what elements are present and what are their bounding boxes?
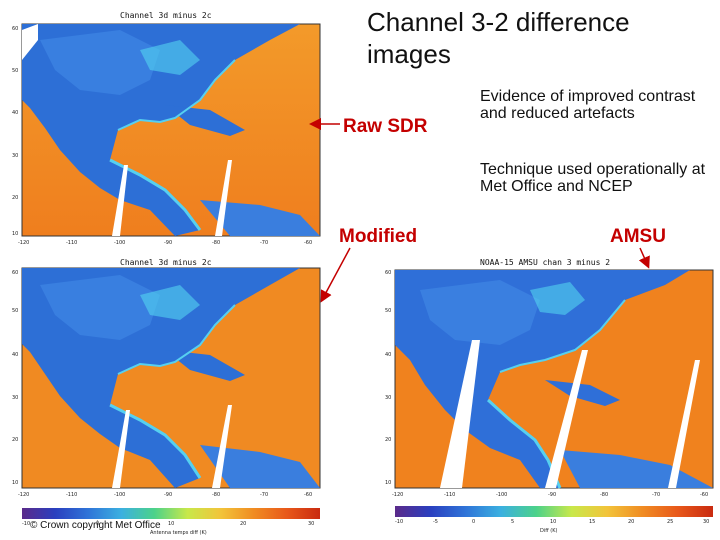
x-tick: -90 bbox=[164, 240, 173, 246]
x-tick: -90 bbox=[164, 492, 173, 498]
colorbar-tick: -10 bbox=[22, 521, 31, 527]
colorbar-label: Diff (K) bbox=[540, 528, 558, 534]
y-tick: 50 bbox=[12, 68, 19, 74]
colorbar-tick: 20 bbox=[628, 519, 635, 525]
colorbar-tick: 0 bbox=[96, 521, 100, 527]
x-tick: -120 bbox=[392, 492, 404, 498]
map-title: NOAA-15 AMSU chan 3 minus 2 bbox=[480, 258, 611, 267]
x-tick: -70 bbox=[260, 492, 269, 498]
colorbar-tick: 20 bbox=[240, 521, 247, 527]
x-tick: -60 bbox=[304, 240, 313, 246]
evidence-note: Evidence of improved contrast and reduce… bbox=[480, 88, 696, 122]
y-tick: 20 bbox=[12, 437, 19, 443]
y-tick: 10 bbox=[12, 231, 19, 237]
colorbar-tick: 30 bbox=[703, 519, 710, 525]
x-tick: -120 bbox=[18, 240, 30, 246]
x-tick: -100 bbox=[114, 240, 126, 246]
y-tick: 30 bbox=[12, 153, 19, 159]
colorbar-tick: 10 bbox=[550, 519, 557, 525]
colorbar-tick: 5 bbox=[511, 519, 515, 525]
x-tick: -120 bbox=[18, 492, 30, 498]
y-tick: 50 bbox=[12, 308, 19, 314]
colorbar bbox=[22, 508, 320, 519]
x-tick: -110 bbox=[66, 492, 78, 498]
y-tick: 60 bbox=[385, 270, 392, 276]
x-tick: -110 bbox=[66, 240, 78, 246]
x-tick: -110 bbox=[444, 492, 456, 498]
colorbar-tick: 30 bbox=[308, 521, 315, 527]
x-tick: -90 bbox=[548, 492, 557, 498]
y-tick: 30 bbox=[385, 395, 392, 401]
amsu-arrow bbox=[638, 247, 650, 269]
y-tick: 20 bbox=[12, 195, 19, 201]
colorbar-tick: 0 bbox=[472, 519, 476, 525]
x-tick: -80 bbox=[212, 240, 221, 246]
colorbar-tick: -5 bbox=[433, 519, 438, 525]
modified-label: Modified bbox=[339, 226, 418, 247]
colorbar-label: Antenna temps diff (K) bbox=[150, 530, 207, 536]
x-tick: -70 bbox=[652, 492, 661, 498]
x-tick: -80 bbox=[600, 492, 609, 498]
y-tick: 20 bbox=[385, 437, 392, 443]
x-tick: -60 bbox=[700, 492, 709, 498]
y-tick: 40 bbox=[385, 352, 392, 358]
y-tick: 10 bbox=[385, 480, 392, 486]
x-tick: -60 bbox=[304, 492, 313, 498]
x-tick: -100 bbox=[114, 492, 126, 498]
technique-note: Technique used operationally at Met Offi… bbox=[480, 161, 706, 195]
colorbar-tick: 10 bbox=[168, 521, 175, 527]
y-tick: 60 bbox=[12, 26, 19, 32]
x-tick: -100 bbox=[496, 492, 508, 498]
x-tick: -70 bbox=[260, 240, 269, 246]
colorbar-tick: 15 bbox=[589, 519, 596, 525]
y-tick: 40 bbox=[12, 110, 19, 116]
slide-title: Channel 3-2 difference images bbox=[367, 7, 630, 69]
modified-arrow bbox=[320, 247, 351, 303]
amsu-label: AMSU bbox=[610, 226, 666, 247]
colorbar-tick: 25 bbox=[667, 519, 674, 525]
y-tick: 50 bbox=[385, 308, 392, 314]
copyright-notice: © Crown copyright Met Office bbox=[30, 520, 161, 531]
y-tick: 30 bbox=[12, 395, 19, 401]
y-tick: 10 bbox=[12, 480, 19, 486]
colorbar-tick: -10 bbox=[395, 519, 404, 525]
map-title: Channel 3d minus 2c bbox=[120, 258, 212, 267]
raw-sdr-label: Raw SDR bbox=[343, 116, 428, 137]
x-tick: -80 bbox=[212, 492, 221, 498]
map-title: Channel 3d minus 2c bbox=[120, 11, 212, 20]
y-tick: 40 bbox=[12, 352, 19, 358]
colorbar bbox=[395, 506, 713, 517]
y-tick: 60 bbox=[12, 270, 19, 276]
